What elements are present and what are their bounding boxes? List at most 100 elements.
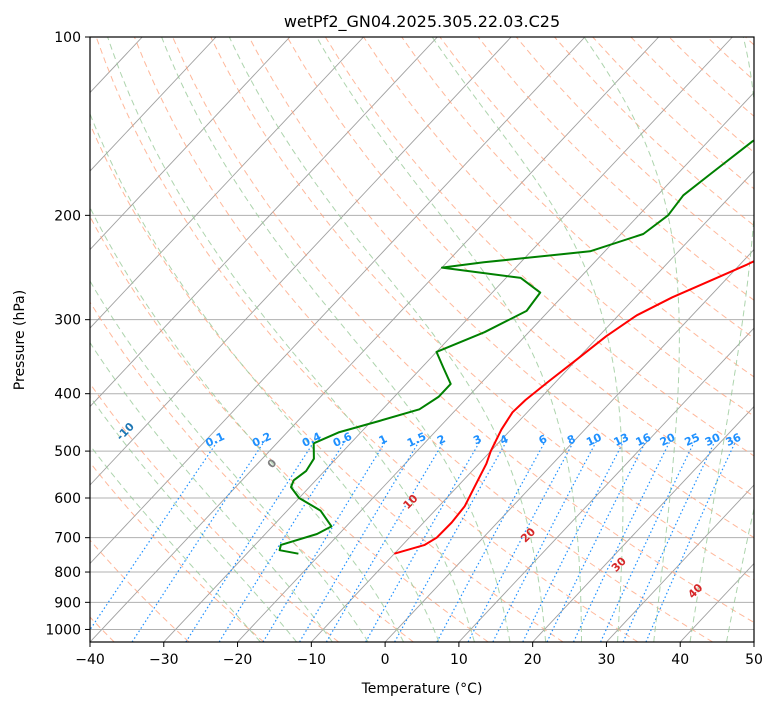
- moist-adiabat-line: [431, 37, 624, 642]
- x-tick-label: 20: [524, 652, 542, 668]
- isotherm-line: [0, 37, 68, 642]
- isotherm-line: [458, 327, 754, 642]
- plot-frame: [89, 36, 755, 643]
- x-tick-label: 50: [745, 652, 763, 668]
- x-tick-label: −10: [297, 652, 327, 668]
- dry-adiabat-line: [668, 37, 754, 117]
- dry-adiabat-line: [90, 539, 190, 642]
- mixing-ratio-line: [262, 440, 387, 642]
- dry-adiabat-line: [133, 37, 713, 642]
- chart-title: wetPf2_GN04.2025.305.22.03.C25: [284, 12, 560, 32]
- mixing-ratio-label: 16: [634, 431, 654, 449]
- mixing-ratio-line: [522, 440, 625, 642]
- mixing-ratio-label: 4: [498, 432, 511, 447]
- moist-adiabat-line: [161, 37, 511, 642]
- moist-adiabat-line: [90, 112, 440, 642]
- mixing-ratio-line: [299, 440, 421, 642]
- isotherm-line: [384, 248, 754, 642]
- mixing-ratio-label: 1.5: [405, 430, 428, 450]
- mixing-ratio-line: [131, 440, 266, 642]
- moist-adiabats: [90, 37, 754, 642]
- dry-adiabat-label: -10: [114, 420, 137, 443]
- moist-adiabat-label: 40: [685, 581, 705, 601]
- mixing-ratio-line: [622, 440, 716, 642]
- dry-adiabat-line: [90, 122, 564, 642]
- moist-adiabat-line: [583, 37, 680, 642]
- dry-adiabat-line: [90, 215, 489, 642]
- temperature-line: [394, 260, 754, 555]
- mixing-ratio-label: 25: [683, 431, 702, 449]
- mixing-ratio-line: [325, 440, 445, 642]
- mixing-ratio-label: 0.2: [250, 430, 273, 450]
- mixing-ratio-label: 30: [703, 431, 723, 449]
- dry-adiabats: [90, 37, 754, 642]
- isotherm-line: [90, 37, 217, 172]
- dry-adiabat-line: [477, 37, 754, 301]
- moist-adiabat-label: 20: [518, 525, 538, 545]
- moist-adiabat-line: [90, 341, 333, 642]
- isotherm-line: [532, 405, 754, 642]
- y-tick-label: 700: [54, 531, 81, 547]
- isotherm-line: [90, 37, 364, 329]
- mixing-ratio-line: [185, 440, 316, 642]
- isotherm-line: [237, 91, 754, 642]
- y-tick-label: 100: [54, 30, 81, 46]
- isotherm-line: [90, 37, 660, 642]
- y-tick-label: 1000: [45, 622, 81, 638]
- x-tick-label: −20: [223, 652, 253, 668]
- dry-adiabat-line: [90, 461, 265, 642]
- dry-adiabat-line: [248, 37, 754, 539]
- mixing-ratio-label: 0.6: [331, 430, 354, 450]
- y-tick-label: 600: [54, 491, 81, 507]
- isotherm-line: [753, 641, 754, 642]
- moist-adiabat-line: [228, 37, 547, 642]
- dry-adiabat-line: [401, 37, 754, 378]
- dry-adiabat-line: [286, 37, 754, 497]
- isotherm-line: [90, 37, 586, 565]
- mixing-ratio-lines: [90, 440, 737, 642]
- dry-adiabat-line: [554, 37, 754, 227]
- dry-adiabat-line: [90, 301, 414, 642]
- x-tick-label: 40: [671, 652, 689, 668]
- mixing-ratio-line: [394, 440, 508, 642]
- mixing-ratio-line: [90, 440, 219, 631]
- dry-adiabat-line: [172, 37, 754, 624]
- dry-adiabat-line: [745, 37, 754, 46]
- x-tick-label: 30: [598, 652, 616, 668]
- x-tick-label: −40: [75, 652, 105, 668]
- mixing-ratio-label: 1: [377, 432, 389, 447]
- y-tick-label: 900: [54, 595, 81, 611]
- mixing-ratio-label: 13: [612, 431, 631, 449]
- dry-adiabat-line: [706, 37, 754, 82]
- isotherm-line: [90, 37, 512, 486]
- mixing-ratio-line: [218, 440, 346, 642]
- mixing-ratio-label: 3: [471, 432, 483, 447]
- mixing-ratio-label: 0.4: [300, 430, 323, 450]
- mixing-ratio-line: [645, 440, 737, 642]
- moist-adiabat-line: [90, 280, 369, 642]
- moist-adiabat-line: [90, 395, 297, 642]
- moist-adiabat-label: 10: [401, 492, 421, 512]
- moist-adiabat-line: [726, 506, 754, 642]
- isotherm-line: [311, 170, 754, 642]
- y-tick-label: 300: [54, 313, 81, 329]
- isotherm-line: [90, 37, 438, 408]
- isotherm-line: [90, 37, 291, 251]
- mixing-ratio-label: 10: [584, 431, 604, 449]
- mixing-ratio-label: 20: [658, 431, 678, 449]
- axes: −40 −30 −20 −10 0 10 20 30 40 5010020030040050060…: [45, 30, 763, 668]
- x-tick-label: 10: [450, 652, 468, 668]
- mixing-ratio-line: [436, 440, 547, 642]
- y-tick-label: 200: [54, 208, 81, 224]
- moist-adiabat-line: [689, 37, 754, 642]
- mixing-ratio-line: [600, 440, 696, 642]
- isotherm-line: [679, 562, 754, 642]
- y-tick-label: 400: [54, 387, 81, 403]
- x-tick-label: 0: [381, 652, 390, 668]
- dry-adiabat-line: [210, 37, 754, 581]
- mixing-ratio-line: [365, 440, 481, 642]
- dewpoint-line: [278, 139, 754, 555]
- x-axis-label: Temperature (°C): [361, 681, 483, 697]
- moist-adiabat-line: [316, 37, 582, 642]
